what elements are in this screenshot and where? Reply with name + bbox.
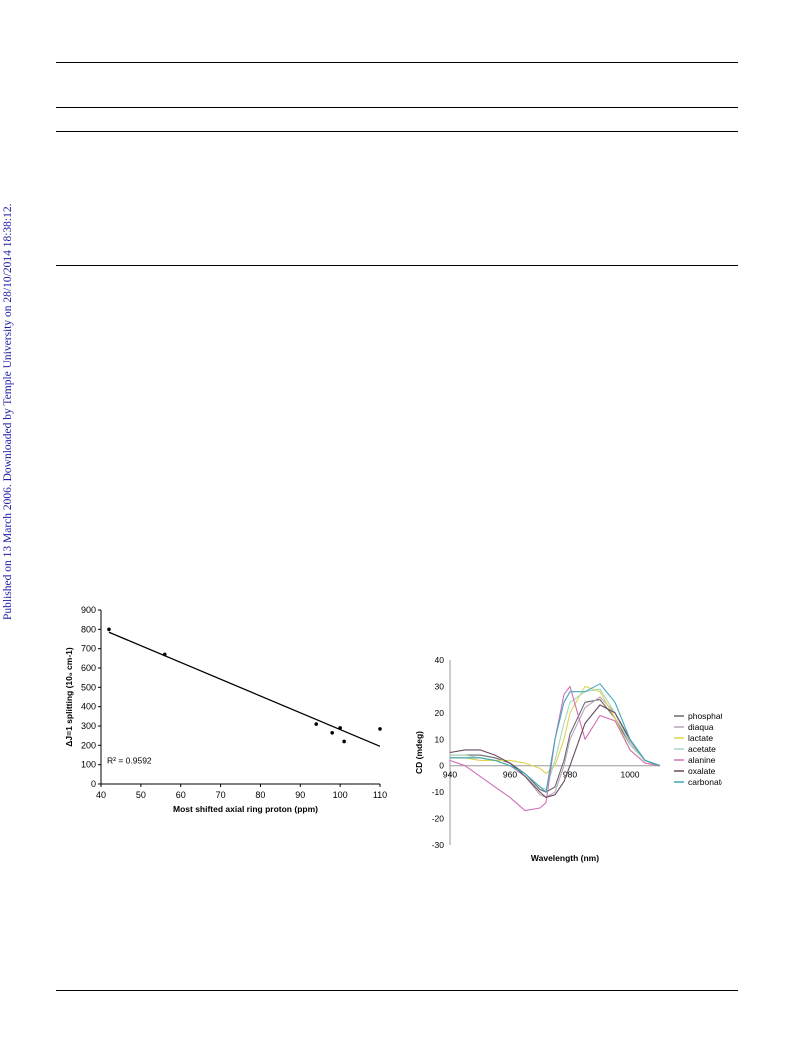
y-tick-label: 900 <box>81 605 96 615</box>
data-point <box>330 730 334 735</box>
r-squared-annotation: R² = 0.9592 <box>107 756 152 766</box>
legend-label-carbonate: carbonate <box>688 777 722 787</box>
legend-label-alanine: alanine <box>688 755 716 765</box>
legend-label-phosphate: phosphate <box>688 711 722 721</box>
series-line-lactate <box>450 685 661 775</box>
x-tick-label: 960 <box>503 770 517 780</box>
footer-rule <box>56 990 738 991</box>
data-point <box>378 727 382 731</box>
y-tick-label: 30 <box>435 681 445 691</box>
y-tick-label: 600 <box>81 663 96 673</box>
legend-label-acetate: acetate <box>688 744 716 754</box>
x-tick-label: 90 <box>295 790 305 800</box>
x-axis-title: Wavelength (nm) <box>531 853 599 863</box>
data-point <box>314 722 319 726</box>
legend-label-diaqua: diaqua <box>688 722 714 732</box>
y-axis-title: ΔJ=1 splitting (10₀ cm-1) <box>64 647 74 747</box>
x-tick-label: 80 <box>255 790 265 800</box>
x-tick-label: 60 <box>176 790 186 800</box>
y-tick-label: 300 <box>81 721 96 731</box>
y-tick-label: 10 <box>435 734 445 744</box>
data-point <box>342 739 346 744</box>
series-line-oxalate <box>449 704 661 798</box>
y-axis-title: CD (mdeg) <box>414 731 424 774</box>
series-line-phosphate <box>450 699 661 793</box>
y-tick-label: 0 <box>439 761 444 771</box>
splitting-vs-shift-chart: 0 100 200 300 400 500 600 700 800 900 40 50 60 70 80 90… <box>64 605 387 814</box>
legend-label-lactate: lactate <box>688 733 713 743</box>
y-tick-label: 20 <box>435 708 445 718</box>
cd-spectrum-chart: 40 30 20 10 0 -10 -20 -30 940 960 980 1000 phosphate… <box>414 655 722 863</box>
data-point <box>338 726 342 730</box>
y-tick-label: 400 <box>81 702 96 712</box>
table-bottom-rule <box>56 265 738 266</box>
y-tick-label: 800 <box>81 624 96 634</box>
y-tick-label: 200 <box>81 740 96 750</box>
y-tick-label: -20 <box>432 814 445 824</box>
legend-label-oxalate: oxalate <box>688 766 716 776</box>
y-tick-label: 500 <box>81 682 96 692</box>
x-tick-label: 70 <box>216 790 226 800</box>
table-header-rule <box>56 107 738 108</box>
x-tick-label: 100 <box>333 790 348 800</box>
x-tick-label: 980 <box>563 770 577 780</box>
publication-side-note: Published on 13 March 2006. Downloaded b… <box>2 203 14 620</box>
x-tick-label: 40 <box>96 790 106 800</box>
y-tick-label: -30 <box>432 840 445 850</box>
x-axis-title: Most shifted axial ring proton (ppm) <box>173 804 318 814</box>
table-subheader-rule <box>56 131 738 132</box>
top-rule <box>56 62 738 63</box>
y-tick-label: 0 <box>91 779 96 789</box>
y-tick-label: 100 <box>81 760 96 770</box>
y-tick-label: 700 <box>81 644 96 654</box>
trendline <box>108 631 381 747</box>
series-line-carbonate <box>450 683 661 793</box>
x-tick-label: 940 <box>443 770 457 780</box>
x-tick-label: 50 <box>136 790 146 800</box>
data-point <box>107 627 111 632</box>
x-tick-label: 110 <box>373 790 387 800</box>
y-tick-label: 40 <box>435 655 445 665</box>
y-tick-label: -10 <box>432 787 445 797</box>
data-point <box>162 652 167 657</box>
x-tick-label: 1000 <box>621 770 640 780</box>
